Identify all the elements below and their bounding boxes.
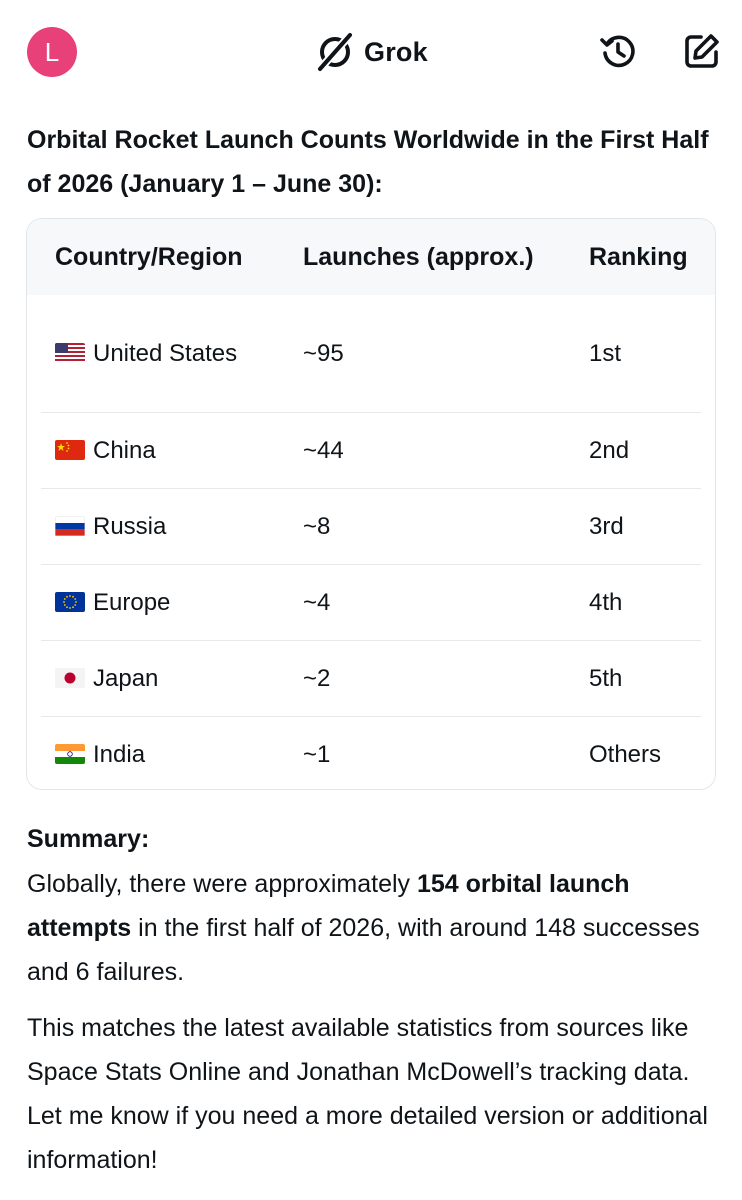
country-cell: China (55, 437, 156, 465)
table-header-row: Country/Region Launches (approx.) Rankin… (27, 219, 715, 295)
brand-name: Grok (364, 36, 428, 67)
summary-text: Globally, there were approximately (27, 870, 417, 898)
table-row: India ~1 Others (41, 717, 701, 789)
grok-logo-icon (316, 31, 354, 73)
history-icon[interactable] (598, 31, 638, 71)
summary-text: in the first half of 2026, with around 1… (27, 914, 700, 986)
india-flag-icon (55, 743, 85, 764)
table-row: Russia ~8 3rd (41, 489, 701, 565)
summary-heading: Summary: (27, 825, 150, 853)
us-flag-icon (55, 342, 85, 363)
table-row: United States ~95 1st (41, 295, 701, 413)
country-name: United States (93, 339, 238, 367)
launches-cell: ~44 (303, 436, 344, 464)
launches-cell: ~4 (303, 588, 331, 616)
launches-cell: ~1 (303, 740, 331, 768)
country-cell: Japan (55, 665, 158, 693)
russia-flag-icon (55, 515, 85, 536)
column-header: Ranking (589, 243, 688, 271)
japan-flag-icon (55, 667, 85, 688)
country-cell: Europe (55, 589, 170, 617)
closing-paragraph: This matches the latest available statis… (27, 1014, 708, 1174)
country-name: Russia (93, 512, 167, 540)
top-bar: L Grok (0, 0, 742, 100)
ranking-cell: 2nd (589, 436, 630, 464)
response-title: Orbital Rocket Launch Counts Worldwide i… (27, 126, 709, 198)
ranking-cell: Others (589, 740, 662, 768)
launches-cell: ~8 (303, 512, 331, 540)
country-name: Europe (93, 588, 171, 616)
country-name: China (93, 436, 156, 464)
china-flag-icon (55, 439, 85, 460)
column-header: Country/Region (55, 243, 243, 271)
avatar[interactable]: L (27, 27, 77, 77)
ranking-cell: 1st (589, 339, 622, 367)
eu-flag-icon (55, 591, 85, 612)
country-name: Japan (93, 664, 159, 692)
launch-table: Country/Region Launches (approx.) Rankin… (26, 218, 716, 790)
table-row: Europe ~4 4th (41, 565, 701, 641)
country-cell: Russia (55, 513, 166, 541)
compose-icon[interactable] (682, 31, 722, 71)
country-cell: United States (55, 332, 255, 376)
ranking-cell: 3rd (589, 512, 624, 540)
summary-highlight: 154 orbital launch attempts (27, 870, 630, 942)
ranking-cell: 4th (589, 588, 623, 616)
summary-paragraph: Globally, there were approximately 154 o… (27, 862, 717, 994)
launches-cell: ~2 (303, 664, 331, 692)
column-header: Launches (approx.) (303, 243, 534, 271)
country-cell: India (55, 741, 145, 769)
brand: Grok (316, 30, 428, 74)
table-body: United States ~95 1st China ~44 2nd (27, 295, 715, 789)
table-row: China ~44 2nd (41, 413, 701, 489)
ranking-cell: 5th (589, 664, 623, 692)
country-name: India (93, 740, 146, 768)
launches-cell: ~95 (303, 339, 344, 367)
table-row: Japan ~2 5th (41, 641, 701, 717)
